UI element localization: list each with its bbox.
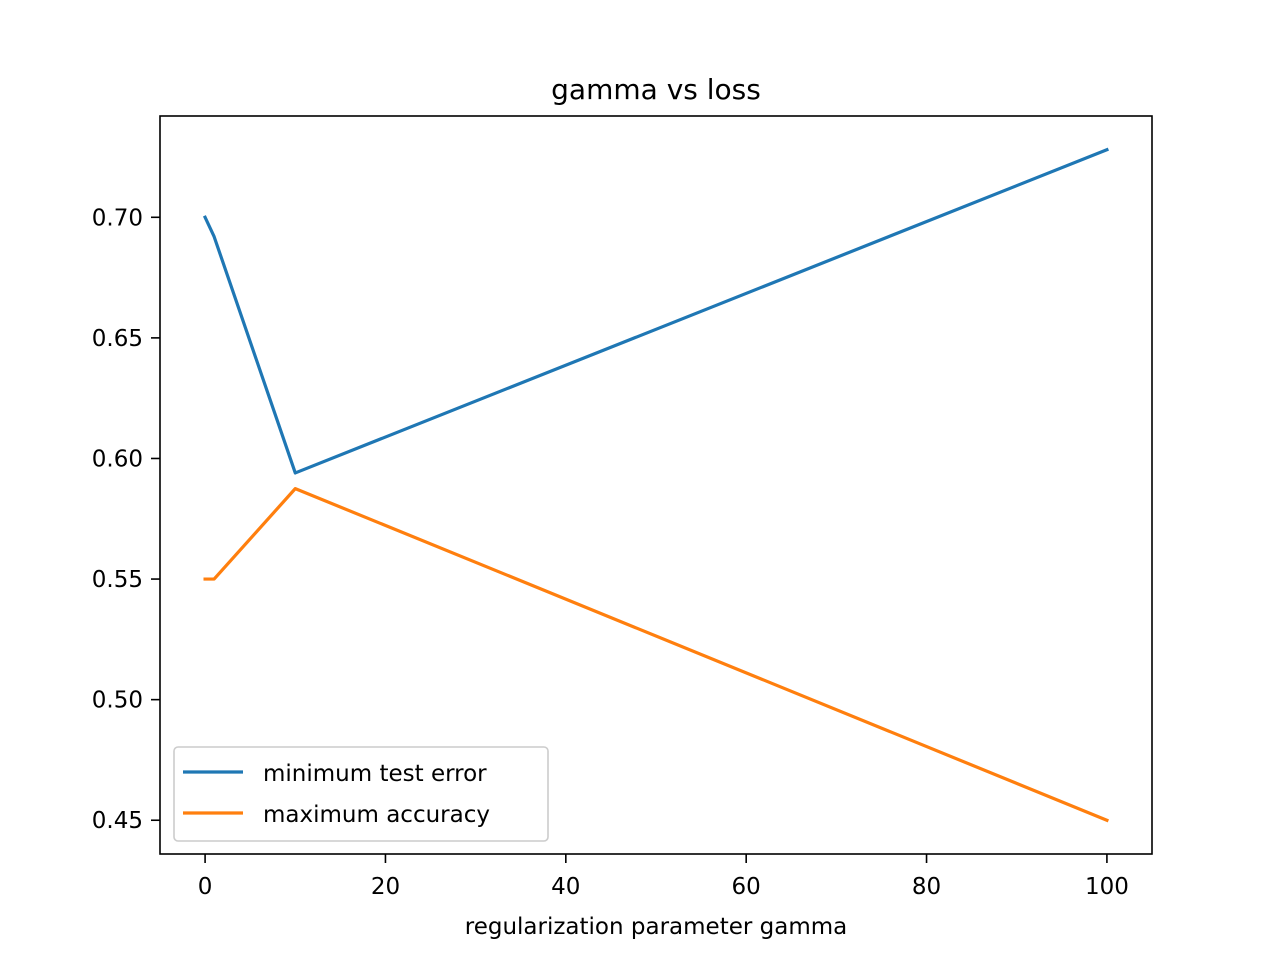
series-layer	[202, 147, 1109, 823]
legend-label-series-1: maximum accuracy	[263, 802, 490, 828]
y-tick-label: 0.70	[92, 205, 143, 231]
x-tick-label: 40	[551, 874, 580, 900]
y-tick-label: 0.55	[92, 567, 143, 593]
y-tick-label: 0.60	[92, 446, 143, 472]
legend-frame	[173, 746, 549, 842]
y-axis-ticks: 0.45 0.50 0.55 0.60 0.65 0.70	[92, 205, 160, 834]
series-line-0	[202, 147, 1109, 475]
legend: minimum test error maximum accuracy	[173, 746, 549, 842]
legend-label-series-0: minimum test error	[263, 761, 487, 787]
x-tick-label: 100	[1085, 874, 1129, 900]
y-tick-label: 0.50	[92, 688, 143, 714]
y-tick-label: 0.45	[92, 808, 143, 834]
x-axis-label: regularization parameter gamma	[465, 914, 847, 940]
x-tick-label: 60	[732, 874, 761, 900]
series-line-1	[203, 487, 1109, 823]
x-axis-ticks: 0 20 40 60 80 100	[198, 854, 1129, 900]
plot-frame	[159, 115, 1153, 855]
y-tick-label: 0.65	[92, 326, 143, 352]
x-tick-label: 20	[371, 874, 400, 900]
chart-title: gamma vs loss	[551, 73, 761, 106]
x-tick-label: 0	[198, 874, 213, 900]
x-tick-label: 80	[912, 874, 941, 900]
